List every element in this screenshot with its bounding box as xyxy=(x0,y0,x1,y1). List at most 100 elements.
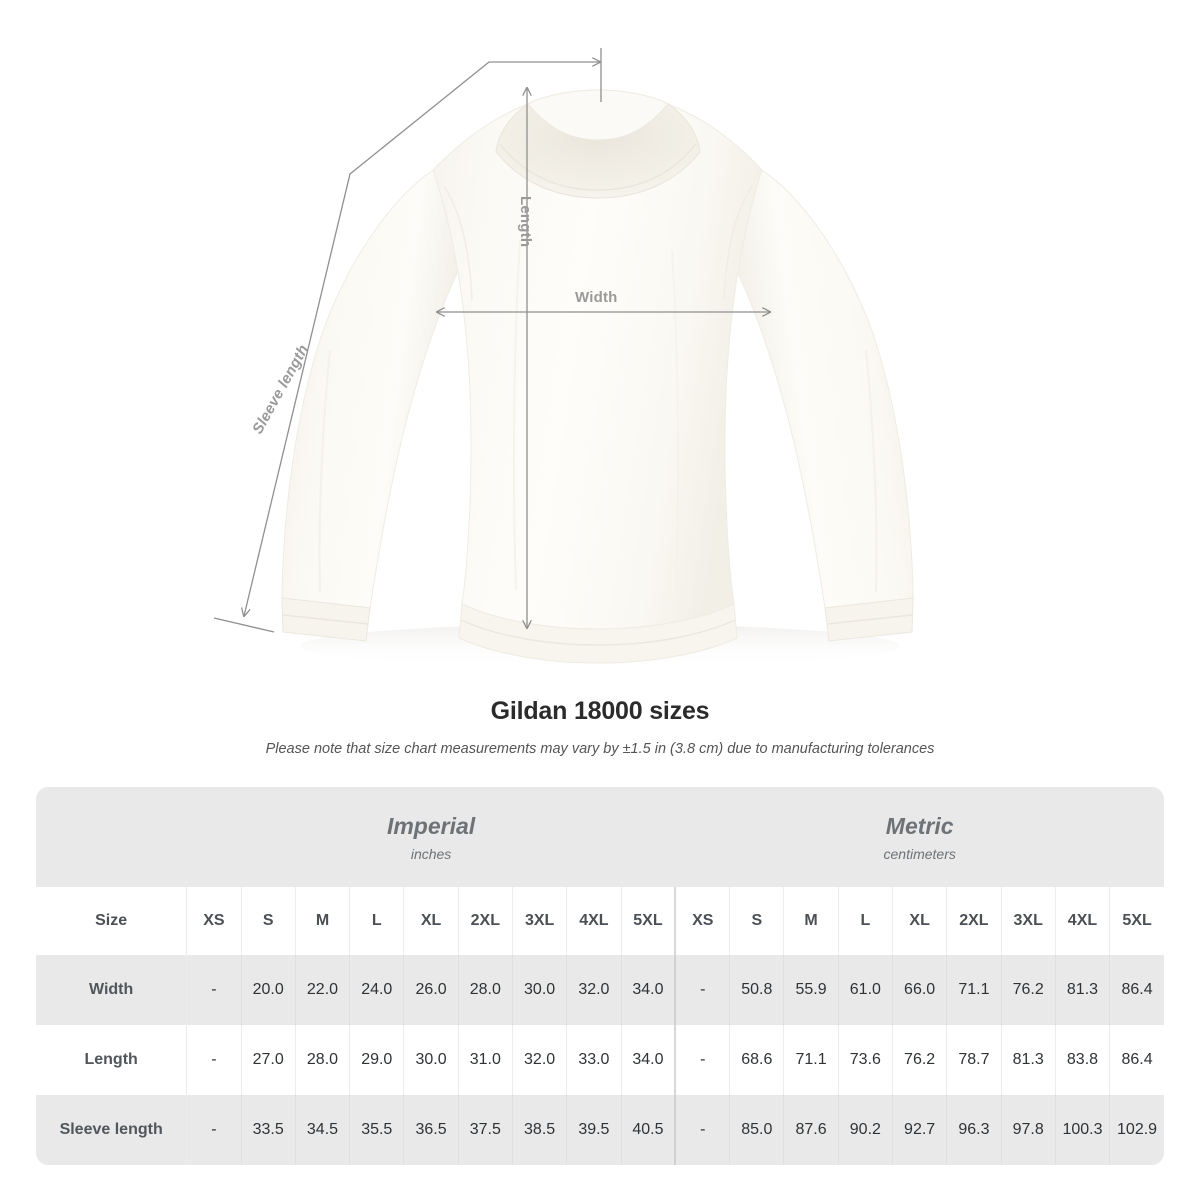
cell-length-metric-4xl: 83.8 xyxy=(1055,1025,1111,1095)
page-title: Gildan 18000 sizes xyxy=(490,697,710,725)
bottom-hem xyxy=(458,603,738,664)
cell-sleeve-imperial-xl: 36.5 xyxy=(403,1095,459,1165)
cell-width-imperial-5xl: 34.0 xyxy=(621,955,677,1025)
col-header-metric-xs: XS xyxy=(675,887,731,955)
cell-length-imperial-l: 29.0 xyxy=(349,1025,405,1095)
cell-width-metric-xl: 66.0 xyxy=(892,955,948,1025)
cell-width-imperial-xs: - xyxy=(186,955,242,1025)
size-header-row: Size XS S M L XL 2XL 3XL 4XL 5XL XS S M … xyxy=(36,887,1164,955)
cell-sleeve-imperial-m: 34.5 xyxy=(295,1095,351,1165)
cell-sleeve-imperial-4xl: 39.5 xyxy=(566,1095,622,1165)
cell-length-imperial-s: 27.0 xyxy=(241,1025,296,1095)
cell-sleeve-metric-4xl: 100.3 xyxy=(1055,1095,1111,1165)
measurement-annotations xyxy=(213,48,770,633)
cell-sleeve-imperial-2xl: 37.5 xyxy=(458,1095,513,1165)
cell-sleeve-metric-l: 90.2 xyxy=(838,1095,893,1165)
cell-sleeve-metric-3xl: 97.8 xyxy=(1001,1095,1056,1165)
cell-sleeve-metric-m: 87.6 xyxy=(783,1095,839,1165)
size-chart-table-wrapper: Imperial inches Metric centimeters Size … xyxy=(36,787,1164,1165)
units-spacer-cell xyxy=(36,787,187,887)
col-header-imperial-4xl: 4XL xyxy=(566,887,622,955)
imperial-label: Imperial xyxy=(386,812,476,839)
cell-sleeve-metric-2xl: 96.3 xyxy=(946,1095,1002,1165)
cell-width-imperial-2xl: 28.0 xyxy=(458,955,513,1025)
cell-length-metric-s: 68.6 xyxy=(729,1025,785,1095)
col-header-imperial-m: M xyxy=(295,887,351,955)
cell-sleeve-imperial-3xl: 38.5 xyxy=(512,1095,568,1165)
cell-sleeve-metric-xl: 92.7 xyxy=(892,1095,948,1165)
metric-label: Metric xyxy=(885,812,954,839)
cell-length-imperial-4xl: 33.0 xyxy=(566,1025,622,1095)
cell-width-metric-2xl: 71.1 xyxy=(946,955,1002,1025)
row-label-width: Width xyxy=(36,955,188,1025)
table-row: Length - 27.0 28.0 29.0 30.0 31.0 32.0 3… xyxy=(36,1025,1164,1095)
cell-sleeve-imperial-5xl: 40.5 xyxy=(621,1095,677,1165)
cell-length-imperial-2xl: 31.0 xyxy=(458,1025,513,1095)
width-dimension-label: Width xyxy=(575,289,618,306)
left-sleeve xyxy=(281,169,469,609)
product-image-area: Width Length Sleeve length xyxy=(213,48,914,668)
sleeve-length-bottom-tick xyxy=(213,617,275,633)
col-header-metric-xl: XL xyxy=(892,887,948,955)
col-header-metric-m: M xyxy=(783,887,839,955)
cell-width-imperial-m: 22.0 xyxy=(295,955,351,1025)
row-label-sleeve-length: Sleeve length xyxy=(36,1095,188,1165)
cell-width-metric-5xl: 86.4 xyxy=(1109,955,1164,1025)
size-chart-table: Imperial inches Metric centimeters Size … xyxy=(36,787,1164,1165)
size-row-header: Size xyxy=(36,887,188,955)
col-header-metric-3xl: 3XL xyxy=(1001,887,1056,955)
cell-width-imperial-xl: 26.0 xyxy=(403,955,459,1025)
cell-length-metric-xl: 76.2 xyxy=(892,1025,948,1095)
cell-length-metric-m: 71.1 xyxy=(783,1025,839,1095)
col-header-imperial-2xl: 2XL xyxy=(458,887,513,955)
units-banner-row: Imperial inches Metric centimeters xyxy=(36,787,1164,887)
cell-length-imperial-xs: - xyxy=(186,1025,242,1095)
collar-band xyxy=(527,89,669,141)
col-header-imperial-l: L xyxy=(349,887,405,955)
col-header-metric-2xl: 2XL xyxy=(946,887,1002,955)
cell-width-metric-m: 55.9 xyxy=(783,955,839,1025)
metric-section-header: Metric centimeters xyxy=(675,787,1164,887)
cell-sleeve-imperial-s: 33.5 xyxy=(241,1095,296,1165)
table-row: Sleeve length - 33.5 34.5 35.5 36.5 37.5… xyxy=(36,1095,1164,1165)
cell-length-metric-5xl: 86.4 xyxy=(1109,1025,1164,1095)
cell-length-metric-3xl: 81.3 xyxy=(1001,1025,1056,1095)
cell-length-imperial-xl: 30.0 xyxy=(403,1025,459,1095)
col-header-imperial-s: S xyxy=(241,887,296,955)
cell-sleeve-metric-s: 85.0 xyxy=(729,1095,785,1165)
cell-width-imperial-l: 24.0 xyxy=(349,955,405,1025)
metric-unit: centimeters xyxy=(883,845,956,862)
col-header-imperial-xl: XL xyxy=(403,887,459,955)
cell-width-metric-s: 50.8 xyxy=(729,955,785,1025)
col-header-imperial-xs: XS xyxy=(186,887,242,955)
cell-sleeve-imperial-xs: - xyxy=(186,1095,242,1165)
imperial-unit: inches xyxy=(410,845,452,862)
length-dimension-label: Length xyxy=(517,196,534,248)
cell-width-imperial-s: 20.0 xyxy=(241,955,296,1025)
cell-width-imperial-4xl: 32.0 xyxy=(566,955,622,1025)
cell-sleeve-metric-xs: - xyxy=(675,1095,731,1165)
cell-width-metric-3xl: 76.2 xyxy=(1001,955,1056,1025)
col-header-imperial-5xl: 5XL xyxy=(621,887,677,955)
row-label-length: Length xyxy=(36,1025,188,1095)
right-sleeve xyxy=(726,169,914,609)
cell-length-imperial-3xl: 32.0 xyxy=(512,1025,568,1095)
col-header-imperial-3xl: 3XL xyxy=(512,887,568,955)
cell-width-metric-l: 61.0 xyxy=(838,955,893,1025)
sweatshirt-illustration xyxy=(213,48,914,668)
cell-width-metric-xs: - xyxy=(675,955,731,1025)
table-row: Width - 20.0 22.0 24.0 26.0 28.0 30.0 32… xyxy=(36,955,1164,1025)
cell-sleeve-metric-5xl: 102.9 xyxy=(1109,1095,1164,1165)
cell-width-metric-4xl: 81.3 xyxy=(1055,955,1111,1025)
col-header-metric-5xl: 5XL xyxy=(1109,887,1164,955)
title-block: Gildan 18000 sizes Please note that size… xyxy=(0,694,1200,759)
sleeve-length-line xyxy=(244,61,490,616)
imperial-section-header: Imperial inches xyxy=(186,787,676,887)
cell-length-metric-2xl: 78.7 xyxy=(946,1025,1002,1095)
col-header-metric-4xl: 4XL xyxy=(1055,887,1111,955)
tolerance-note: Please note that size chart measurements… xyxy=(265,741,935,757)
cell-length-metric-xs: - xyxy=(675,1025,731,1095)
cell-length-imperial-5xl: 34.0 xyxy=(621,1025,677,1095)
cell-length-metric-l: 73.6 xyxy=(838,1025,893,1095)
